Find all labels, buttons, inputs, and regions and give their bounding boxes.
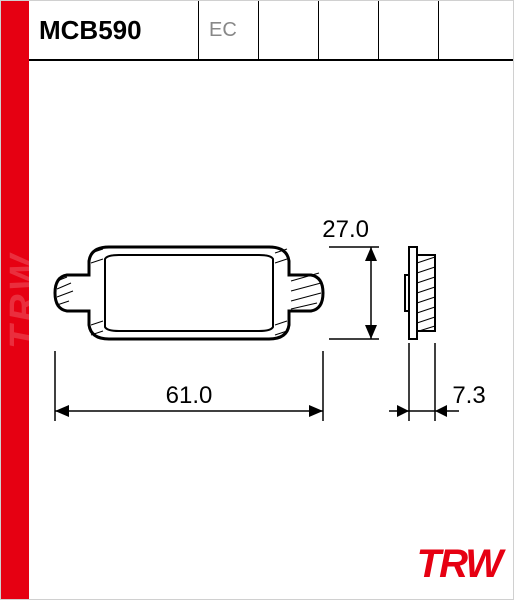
dim-width-value: 61.0 xyxy=(166,382,213,409)
dim-width: 61.0 xyxy=(55,351,323,421)
brand-logo: TRW xyxy=(417,542,501,587)
dim-thickness: 7.3 xyxy=(389,343,486,421)
header-empty-3 xyxy=(379,1,439,59)
part-number: MCB590 xyxy=(29,1,199,59)
header-empty-4 xyxy=(439,1,499,59)
side-view xyxy=(405,247,435,339)
header-empty-1 xyxy=(259,1,319,59)
technical-drawing: 61.0 27.0 7.3 xyxy=(29,61,513,599)
spec-code: EC xyxy=(199,1,259,59)
header-empty-2 xyxy=(319,1,379,59)
header-row: MCB590 EC xyxy=(29,1,513,61)
dim-height: 27.0 xyxy=(322,216,379,339)
dim-thickness-value: 7.3 xyxy=(452,382,485,409)
spec-card: TRW MCB590 EC xyxy=(0,0,514,600)
dim-height-value: 27.0 xyxy=(322,216,369,243)
front-view xyxy=(55,247,323,339)
brand-stripe: TRW xyxy=(1,1,29,599)
